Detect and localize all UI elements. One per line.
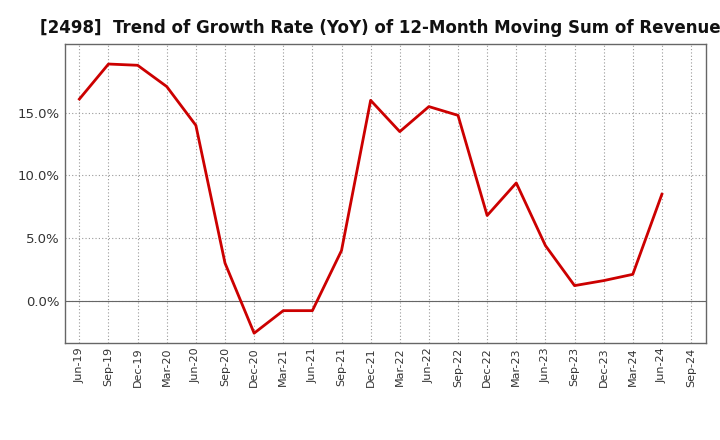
Title: [2498]  Trend of Growth Rate (YoY) of 12-Month Moving Sum of Revenues: [2498] Trend of Growth Rate (YoY) of 12-… xyxy=(40,19,720,37)
